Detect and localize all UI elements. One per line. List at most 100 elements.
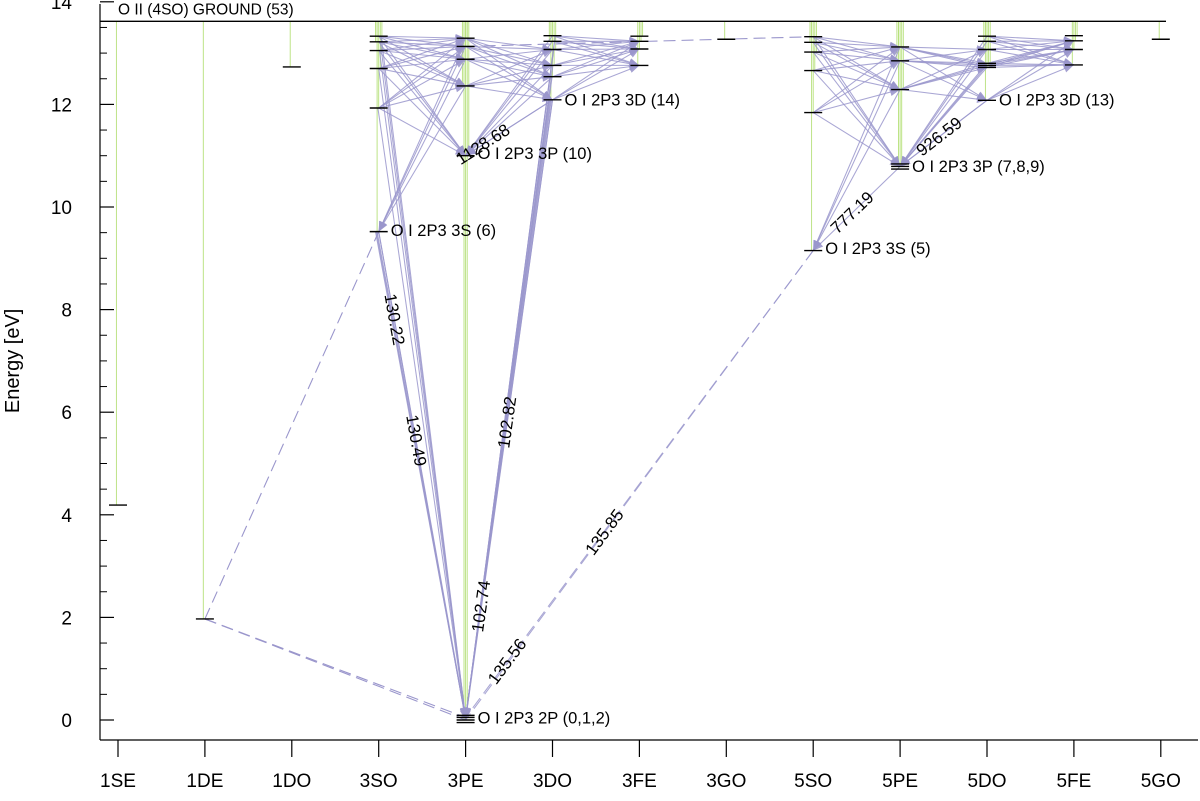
transition-line [378, 35, 466, 39]
transition-arrowhead [1063, 57, 1074, 66]
transition-line [380, 36, 467, 719]
transition-line [986, 48, 1074, 66]
transition-line [552, 48, 640, 101]
transition-line [812, 36, 901, 90]
ionization-limit: O II (4SO) GROUND (53) [100, 1, 1166, 22]
transition-line [986, 40, 1074, 51]
transition-arrowhead [542, 90, 553, 100]
y-tick-label: 10 [51, 198, 72, 219]
ionization-label: O II (4SO) GROUND (53) [118, 1, 294, 18]
transition-line [378, 35, 466, 87]
transition-arrowhead [456, 145, 466, 156]
transition-line [986, 48, 1074, 64]
transition-arrowhead [541, 68, 553, 77]
transition-line [899, 35, 988, 167]
transition-line [986, 40, 1075, 101]
transition-line [465, 48, 553, 60]
transition-line [465, 37, 553, 101]
transition-line [465, 65, 553, 157]
autoionization-lines [115, 21, 1160, 720]
y-axis-title: Energy [eV] [2, 309, 24, 414]
transition-line [378, 45, 466, 69]
y-ticks: 0 2 4 6 8 10 12 14 [51, 0, 114, 732]
transition-line [465, 76, 553, 87]
transition-line [986, 40, 1075, 64]
transition-line [812, 70, 901, 167]
transition-line [552, 35, 640, 50]
forbidden-transitions [204, 36, 814, 721]
x-tick-label: 1DO [272, 771, 311, 792]
transition-line [465, 58, 553, 101]
transition-line [899, 60, 988, 101]
transition-line [900, 46, 988, 64]
level-label: O I 2P3 3P (7,8,9) [912, 158, 1045, 176]
x-tick-label: 3PE [448, 771, 484, 792]
transition-line [813, 41, 901, 48]
transition-arrowhead [889, 41, 901, 50]
transition-label: 102.74 [468, 579, 494, 633]
transition-line [378, 50, 466, 87]
transition-arrowhead [976, 91, 987, 101]
allowed-transitions [374, 33, 1075, 721]
transition-line [813, 70, 901, 91]
transition-line [986, 40, 1075, 66]
transition-line [377, 107, 467, 719]
transition-line [986, 35, 1075, 66]
transition-arrowhead [462, 708, 471, 719]
transition-line [465, 250, 814, 718]
transition-line [465, 99, 553, 157]
y-tick-label: 12 [51, 95, 72, 116]
level-label: O I 2P3 3P (10) [478, 145, 592, 163]
transition-line [378, 35, 467, 157]
y-tick-label: 0 [61, 711, 72, 732]
transition-line [552, 48, 640, 51]
transition-line [378, 45, 466, 52]
transition-line [813, 51, 901, 62]
transition-line [378, 37, 466, 69]
transition-line [465, 37, 553, 66]
transition-line [900, 60, 988, 64]
transition-label: 135.56 [484, 635, 530, 688]
transition-line [812, 41, 901, 90]
transition-line [465, 45, 553, 51]
energy-levels [109, 34, 1170, 724]
transition-line [986, 64, 1075, 101]
transition-line [900, 46, 988, 51]
transition-line [552, 35, 640, 42]
transition-arrowhead [455, 38, 466, 48]
forbidden-transition [204, 618, 466, 718]
transition-line [900, 89, 988, 101]
x-tick-label: 1DE [186, 771, 223, 792]
transition-arrowhead [889, 54, 901, 62]
transition-line [378, 85, 467, 232]
transition-label: 102.82 [494, 395, 520, 449]
level-label: O I 2P3 3S (6) [391, 222, 496, 240]
x-tick-label: 1SE [100, 771, 136, 792]
transition-line [552, 64, 640, 78]
transition-line [552, 48, 640, 78]
x-tick-label: 3DO [533, 771, 572, 792]
transition-line [465, 35, 556, 719]
transition-arrowhead [378, 220, 387, 232]
transition-line [465, 45, 553, 78]
transition-line [552, 40, 640, 66]
transition-line [986, 62, 1074, 66]
transition-arrowhead [454, 77, 466, 86]
level-label: O I 2P3 3D (13) [999, 91, 1115, 109]
transition-line [552, 48, 640, 66]
x-tick-label: 5FE [1056, 771, 1091, 792]
transition-line [812, 51, 901, 167]
transition-line [378, 68, 466, 157]
transition-line [465, 45, 553, 66]
x-tick-label: 3SO [360, 771, 398, 792]
transition-arrowhead [889, 80, 901, 90]
transition-line [813, 46, 901, 53]
transition-label: 130.22 [380, 292, 408, 347]
level-label: O I 2P3 3S (5) [825, 240, 930, 258]
transition-line [378, 37, 466, 43]
transition-line [812, 51, 901, 91]
transition-arrowhead [541, 58, 553, 67]
transition-arrowhead [455, 41, 466, 50]
x-ticks: 1SE 1DE 1DO 3SO 3PE 3DO 3FE 3GO 5SO 5PE 5DO 5FE 5GO [100, 740, 1181, 792]
